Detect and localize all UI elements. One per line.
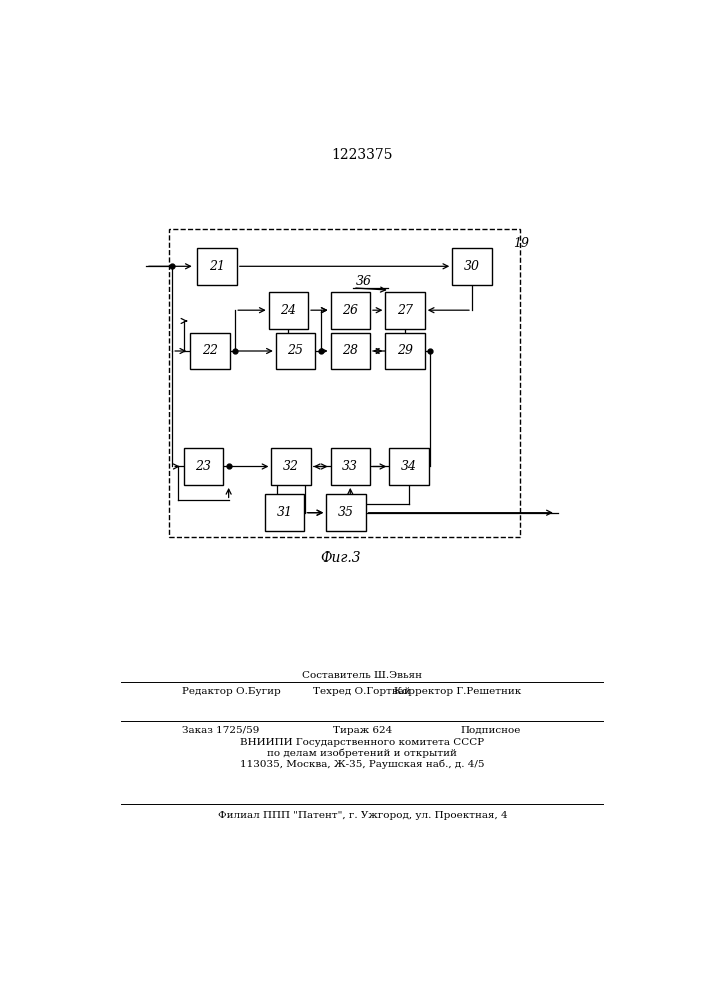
Text: 22: 22 [202,344,218,358]
Text: Филиал ППП "Патент", г. Ужгород, ул. Проектная, 4: Филиал ППП "Патент", г. Ужгород, ул. Про… [218,811,507,820]
Text: 25: 25 [288,344,303,358]
Text: 21: 21 [209,260,225,273]
Text: 31: 31 [276,506,293,519]
Text: 32: 32 [283,460,299,473]
FancyBboxPatch shape [190,333,230,369]
FancyBboxPatch shape [385,292,425,329]
Text: 113035, Москва, Ж-35, Раушская наб., д. 4/5: 113035, Москва, Ж-35, Раушская наб., д. … [240,759,484,769]
FancyBboxPatch shape [326,494,366,531]
Text: 29: 29 [397,344,413,358]
Text: 30: 30 [464,260,480,273]
Text: 34: 34 [401,460,417,473]
FancyBboxPatch shape [271,448,311,485]
Text: Составитель Ш.Эвьян: Составитель Ш.Эвьян [303,671,422,680]
Text: 23: 23 [195,460,211,473]
Text: Заказ 1725/59: Заказ 1725/59 [182,726,259,735]
Text: 24: 24 [281,304,296,317]
FancyBboxPatch shape [184,448,223,485]
FancyBboxPatch shape [265,494,304,531]
FancyBboxPatch shape [197,248,237,285]
Text: 19: 19 [513,237,529,250]
Text: Тираж 624: Тираж 624 [333,726,392,735]
Text: 27: 27 [397,304,413,317]
Text: 33: 33 [342,460,358,473]
Text: Техред О.Гортвай: Техред О.Гортвай [313,687,411,696]
FancyBboxPatch shape [389,448,428,485]
FancyBboxPatch shape [276,333,315,369]
FancyBboxPatch shape [269,292,308,329]
Text: ВНИИПИ Государственного комитета СССР: ВНИИПИ Государственного комитета СССР [240,738,484,747]
Text: Редактор О.Бугир: Редактор О.Бугир [182,687,280,696]
Text: 1223375: 1223375 [332,148,393,162]
Text: 35: 35 [338,506,354,519]
Text: по делам изобретений и открытий: по делам изобретений и открытий [267,748,457,758]
Text: 26: 26 [342,304,358,317]
FancyBboxPatch shape [331,448,370,485]
Text: 28: 28 [342,344,358,358]
Text: Фиг.3: Фиг.3 [320,551,361,565]
Text: Корректор Г.Решетник: Корректор Г.Решетник [394,687,521,696]
FancyBboxPatch shape [331,333,370,369]
Text: 36: 36 [356,275,372,288]
FancyBboxPatch shape [452,248,491,285]
FancyBboxPatch shape [385,333,425,369]
FancyBboxPatch shape [331,292,370,329]
Text: Подписное: Подписное [461,726,521,735]
